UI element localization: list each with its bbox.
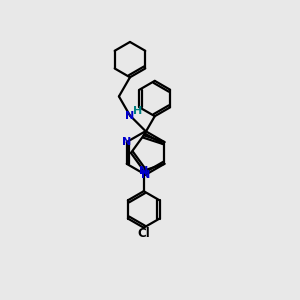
Text: N: N [139, 166, 148, 176]
Text: Cl: Cl [137, 227, 150, 240]
Text: N: N [122, 137, 131, 147]
Text: N: N [141, 170, 150, 180]
Text: H: H [133, 106, 142, 116]
Text: N: N [125, 110, 135, 121]
